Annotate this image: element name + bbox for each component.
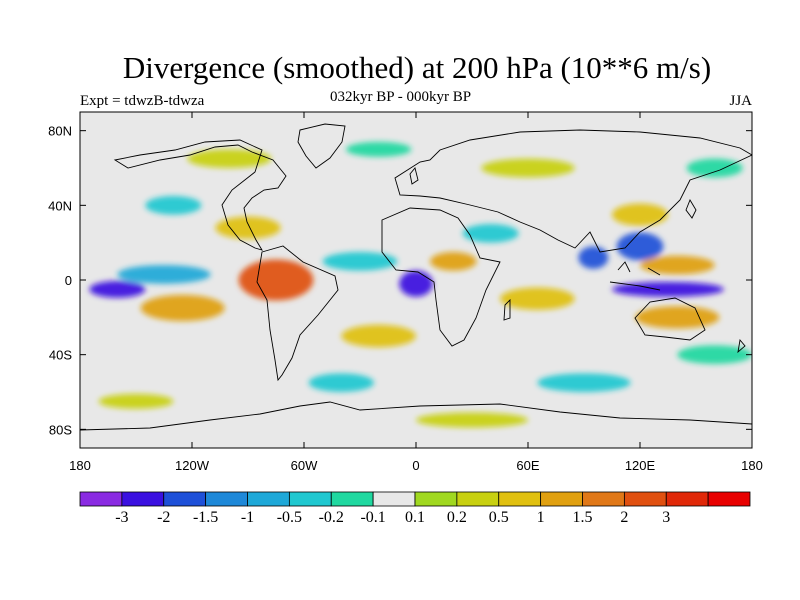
- colorbar-label: 1.5: [573, 509, 593, 526]
- divergence-anomaly-7: [140, 294, 225, 322]
- x-axis: 180 120W 60W 0 60E 120E 180: [69, 112, 763, 473]
- colorbar-label: 0.5: [489, 509, 509, 526]
- period-subtitle: 032kyr BP - 000kyr BP: [330, 89, 472, 105]
- divergence-anomaly-12: [215, 216, 281, 239]
- coastline-new-zealand: [737, 338, 746, 354]
- divergence-anomaly-0: [89, 280, 146, 298]
- coastline-madagascar: [503, 298, 511, 321]
- colorbar-swatch: [665, 491, 709, 507]
- y-tick-label: 0: [65, 273, 72, 288]
- divergence-anomaly-16: [322, 252, 398, 271]
- colorbar-label: 2: [620, 509, 628, 526]
- x-tick-label: 0: [412, 458, 419, 473]
- colorbar-swatch: [498, 491, 542, 507]
- x-tick-label: 180: [741, 458, 763, 473]
- coastline-australia: [634, 297, 706, 341]
- colorbar-swatch: [205, 491, 248, 507]
- coastline-africa: [381, 207, 501, 347]
- colorbar-swatch: [414, 491, 458, 507]
- y-tick-label: 80N: [48, 124, 72, 139]
- divergence-anomaly-24: [346, 141, 412, 157]
- divergence-anomaly-22: [98, 393, 174, 409]
- x-tick-label: 180: [69, 458, 91, 473]
- divergence-anomaly-18: [308, 373, 375, 392]
- coastline-british-isles: [409, 167, 419, 185]
- coastline-antarctica: [80, 401, 752, 431]
- coastline-layer: [80, 123, 752, 431]
- coastline-greenland: [297, 123, 346, 169]
- x-tick-label: 120E: [625, 458, 656, 473]
- divergence-anomaly-11: [499, 287, 575, 310]
- colorbar-label: 3: [662, 509, 670, 526]
- colorbar-label: 1: [537, 509, 545, 526]
- colorbar-swatch: [582, 491, 625, 507]
- colorbar-label: -0.5: [277, 509, 302, 526]
- divergence-anomaly-15: [145, 196, 202, 215]
- divergence-anomaly-21: [481, 158, 575, 178]
- chart-title: Divergence (smoothed) at 200 hPa (10**6 …: [122, 50, 712, 85]
- colorbar-swatch: [247, 491, 290, 507]
- coastline-south-america: [256, 245, 339, 382]
- colorbar-label: -3: [115, 509, 128, 526]
- divergence-anomaly-10: [635, 306, 720, 329]
- colorbar-swatch: [707, 491, 751, 507]
- colorbar-label: -1.5: [193, 509, 218, 526]
- divergence-anomaly-20: [187, 149, 272, 169]
- divergence-anomaly-9: [640, 255, 715, 275]
- colorbar-swatch: [540, 491, 583, 507]
- y-tick-label: 80S: [49, 422, 72, 437]
- coastline-indonesia: [609, 261, 661, 291]
- y-tick-label: 40N: [48, 198, 72, 213]
- colorbar-label: -0.2: [319, 509, 344, 526]
- colorbar-swatch: [121, 491, 165, 507]
- divergence-anomaly-1: [117, 265, 211, 284]
- divergence-anomaly-19: [537, 373, 631, 392]
- colorbar-label: 0.2: [447, 509, 467, 526]
- coastline-japan: [685, 198, 697, 219]
- colorbar-swatch: [79, 491, 123, 507]
- colorbar-swatch: [623, 491, 667, 507]
- divergence-anomaly-25: [686, 158, 743, 178]
- plot-area: [80, 112, 752, 448]
- divergence-anomaly-14: [612, 203, 668, 226]
- coastline-north-america: [113, 139, 287, 251]
- y-axis: 80N 40N 0 40S 80S: [48, 124, 752, 437]
- x-tick-label: 60W: [291, 458, 318, 473]
- colorbar-label: 0.1: [405, 509, 425, 526]
- colorbar-swatch: [372, 491, 416, 507]
- x-tick-label: 60E: [516, 458, 539, 473]
- divergence-anomaly-5: [578, 246, 609, 269]
- colorbar-label: -2: [157, 509, 170, 526]
- divergence-anomaly-23: [416, 412, 528, 428]
- colorbar-swatch: [330, 491, 374, 507]
- colorbar-label: -1: [241, 509, 254, 526]
- divergence-anomaly-6: [238, 259, 314, 301]
- divergence-anomaly-4: [616, 232, 664, 261]
- colorbar: -3 -2 -1.5 -1 -0.5 -0.2 -0.1 0.1 0.2 0.5 1 1.5 2 3: [79, 491, 751, 526]
- divergence-anomaly-17: [462, 224, 519, 243]
- x-tick-label: 120W: [175, 458, 210, 473]
- divergence-anomaly-8: [430, 252, 477, 271]
- colorbar-swatch: [163, 491, 207, 507]
- colorbar-swatch: [288, 491, 332, 507]
- divergence-anomaly-26: [677, 345, 752, 364]
- divergence-anomaly-2: [399, 270, 433, 297]
- y-tick-label: 40S: [49, 348, 72, 363]
- experiment-label: Expt = tdwzB-tdwza: [80, 93, 205, 109]
- colorbar-swatch: [456, 491, 500, 507]
- colorbar-label: -0.1: [360, 509, 385, 526]
- coastline-eurasia: [394, 129, 752, 253]
- divergence-anomaly-13: [341, 324, 416, 348]
- season-label: JJA: [729, 93, 752, 109]
